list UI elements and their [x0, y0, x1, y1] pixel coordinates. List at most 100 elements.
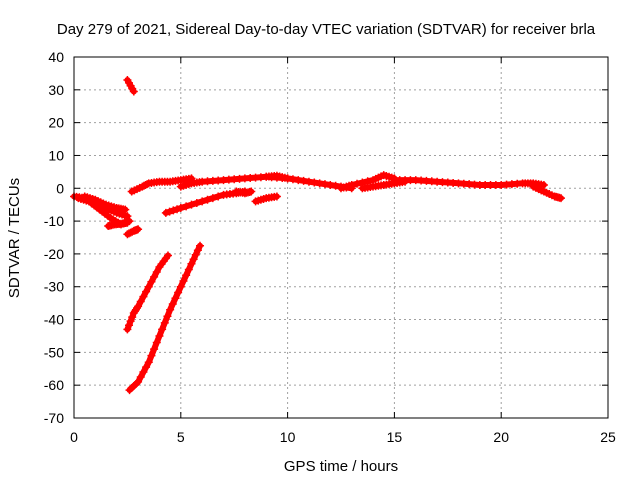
data-point — [320, 180, 329, 189]
data-point — [139, 292, 148, 301]
data-point — [198, 197, 207, 206]
data-point — [147, 351, 156, 360]
grid-lines — [74, 57, 608, 418]
data-point — [158, 325, 167, 334]
data-series-arc-6 — [123, 225, 143, 239]
data-point — [136, 372, 145, 381]
data-point — [331, 181, 340, 190]
data-point — [196, 241, 205, 250]
data-point — [152, 338, 161, 347]
data-series-arc-11 — [251, 192, 281, 206]
data-point — [161, 208, 170, 217]
data-point — [192, 199, 201, 208]
data-point — [193, 246, 202, 255]
data-series-arc-4 — [80, 192, 130, 214]
data-series-arc-10 — [232, 187, 256, 198]
y-tick-label: -60 — [44, 377, 64, 393]
data-point — [247, 187, 256, 196]
y-axis: -70 -60 -50 -40 -30 -20 -10 0 10 20 30 40 — [44, 49, 608, 426]
data-layer — [70, 75, 566, 395]
data-series-arc-18 — [123, 251, 172, 334]
data-point — [189, 255, 198, 264]
x-tick-label: 25 — [600, 429, 616, 445]
data-point — [160, 318, 169, 327]
data-point — [144, 282, 153, 291]
data-point — [134, 225, 143, 234]
data-point — [169, 206, 178, 215]
data-series-arc-17 — [125, 241, 205, 395]
data-point — [184, 265, 193, 274]
data-point — [288, 175, 297, 184]
data-point — [171, 294, 180, 303]
data-point — [203, 195, 212, 204]
y-tick-label: -40 — [44, 312, 64, 328]
y-tick-label: -50 — [44, 344, 64, 360]
x-axis: 0 5 10 15 20 25 — [70, 57, 616, 445]
data-point — [176, 282, 185, 291]
data-point — [347, 180, 356, 189]
data-point — [315, 179, 324, 188]
data-point — [557, 194, 566, 203]
data-point — [165, 207, 174, 216]
data-point — [133, 304, 142, 313]
data-point — [179, 276, 188, 285]
data-point — [144, 358, 153, 367]
y-tick-label: 20 — [48, 115, 64, 131]
data-series-arc-13 — [337, 171, 399, 193]
data-point — [187, 200, 196, 209]
data-point — [134, 377, 143, 386]
x-tick-label: 20 — [493, 429, 509, 445]
data-point — [125, 321, 134, 330]
plot-frame — [73, 56, 609, 419]
data-point — [139, 368, 148, 377]
y-axis-title: SDTVAR / TECUs — [6, 178, 23, 298]
data-point — [128, 313, 137, 322]
data-point — [150, 272, 159, 281]
y-tick-label: -70 — [44, 410, 64, 426]
data-point — [272, 192, 281, 201]
y-tick-label: 0 — [56, 180, 64, 196]
data-point — [155, 331, 164, 340]
data-series-arc-15 — [390, 176, 548, 189]
data-point — [163, 312, 172, 321]
data-point — [299, 176, 308, 185]
data-point — [142, 363, 151, 372]
x-tick-label: 10 — [280, 429, 296, 445]
data-point — [182, 271, 191, 280]
chart-title: Day 279 of 2021, Sidereal Day-to-day VTE… — [57, 21, 596, 38]
data-point — [134, 302, 143, 311]
x-tick-label: 5 — [177, 429, 185, 445]
data-point — [168, 299, 177, 308]
data-point — [126, 317, 135, 326]
x-axis-title: GPS time / hours — [284, 458, 398, 475]
data-point — [143, 180, 152, 189]
data-series-arc-5 — [123, 75, 138, 96]
data-point — [191, 250, 200, 259]
data-point — [129, 87, 138, 96]
y-tick-label: -20 — [44, 246, 64, 262]
data-point — [166, 305, 175, 314]
data-point — [136, 297, 145, 306]
data-point — [152, 267, 161, 276]
data-point — [304, 177, 313, 186]
data-point — [353, 179, 362, 188]
data-point — [176, 203, 185, 212]
data-point — [310, 178, 319, 187]
y-tick-label: -30 — [44, 279, 64, 295]
data-point — [163, 251, 172, 260]
data-point — [174, 288, 183, 297]
data-point — [326, 180, 335, 189]
data-point — [173, 205, 182, 214]
data-point — [208, 194, 217, 203]
data-point — [121, 205, 130, 214]
x-tick-label: 0 — [70, 429, 78, 445]
data-series-arc-3 — [104, 218, 132, 231]
y-tick-label: 10 — [48, 147, 64, 163]
data-point — [214, 192, 223, 201]
y-tick-label: -10 — [44, 213, 64, 229]
y-tick-label: 40 — [48, 49, 64, 65]
data-point — [187, 259, 196, 268]
data-point — [142, 287, 151, 296]
